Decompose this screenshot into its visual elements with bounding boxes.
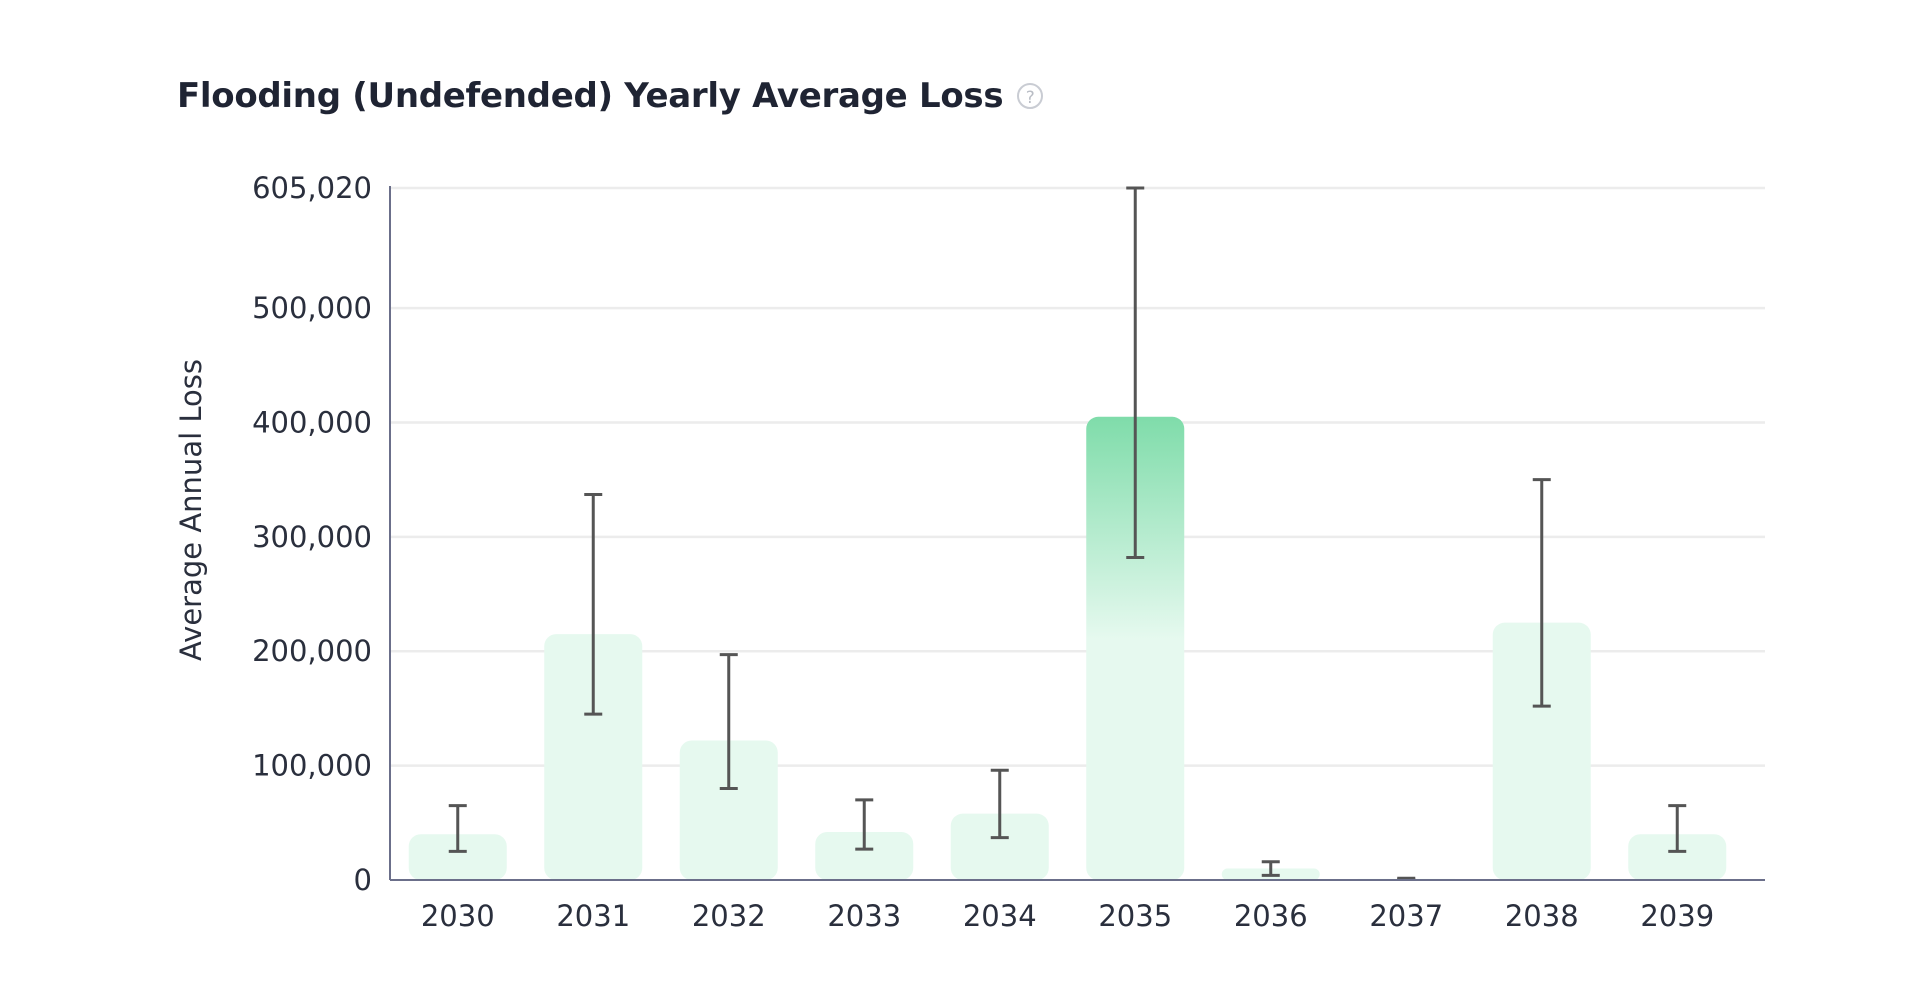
x-tick-label: 2032 [692, 899, 766, 933]
y-tick-label: 0 [354, 863, 372, 897]
y-tick-label: 605,020 [252, 171, 372, 205]
error-bar [719, 653, 738, 790]
help-icon[interactable]: ? [1017, 83, 1044, 109]
x-tick-label: 2033 [827, 899, 901, 933]
error-bar [990, 768, 1009, 840]
bar [408, 834, 507, 880]
y-tick-label: 500,000 [252, 291, 372, 325]
x-tick-label: 2031 [556, 899, 630, 933]
error-bar [1261, 860, 1280, 877]
y-axis-label: Average Annual Loss [174, 359, 208, 661]
x-tick-label: 2036 [1234, 899, 1308, 933]
error-bar [1668, 804, 1687, 853]
x-tick-label: 2035 [1098, 899, 1172, 933]
bar [1492, 622, 1591, 880]
x-tick-label: 2034 [963, 899, 1037, 933]
bar [544, 634, 643, 880]
bar [679, 740, 778, 880]
error-bar [584, 493, 603, 716]
bar [815, 831, 914, 880]
bar [950, 813, 1049, 880]
y-tick-label: 400,000 [252, 405, 372, 439]
x-tick-label: 2039 [1640, 899, 1714, 933]
y-tick-label: 300,000 [252, 520, 372, 554]
y-tick-label: 100,000 [252, 749, 372, 783]
error-bar [855, 798, 874, 851]
bar [1628, 834, 1727, 880]
chart-header: Flooding (Undefended) Yearly Average Los… [177, 76, 1044, 116]
y-tick-label: 200,000 [252, 634, 372, 668]
bar [1086, 416, 1185, 880]
error-bar [1126, 186, 1145, 559]
x-tick-label: 2037 [1369, 899, 1443, 933]
chart-title: Flooding (Undefended) Yearly Average Los… [177, 76, 1004, 116]
error-bar [448, 804, 467, 853]
x-tick-label: 2038 [1505, 899, 1579, 933]
x-tick-label: 2030 [421, 899, 495, 933]
error-bar [1532, 478, 1551, 708]
